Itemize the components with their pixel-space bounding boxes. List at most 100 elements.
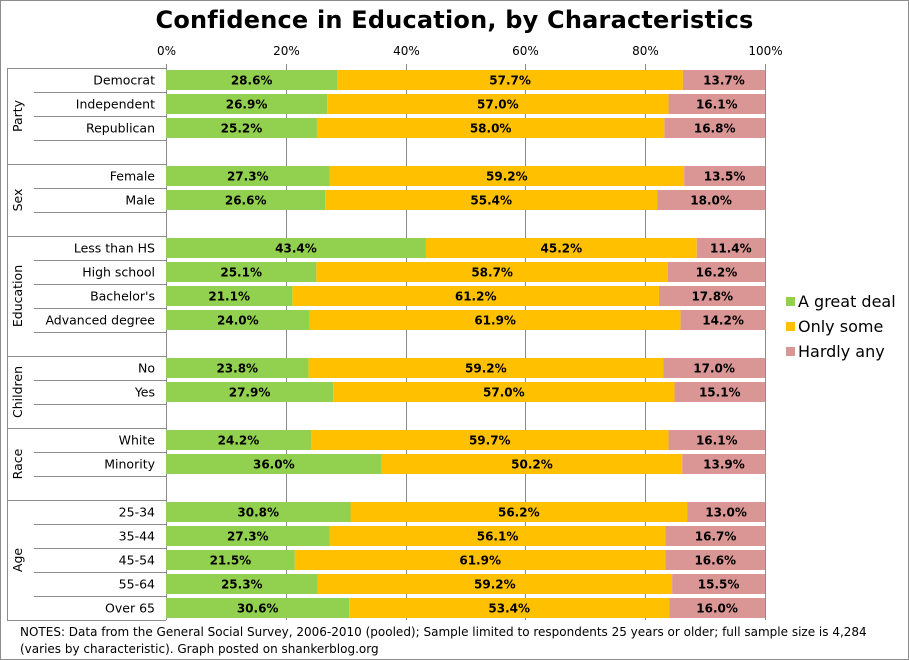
group-label: Party bbox=[10, 99, 25, 132]
data-label: 59.2% bbox=[486, 170, 528, 184]
data-label: 61.2% bbox=[455, 290, 497, 304]
bar-segment-only-some bbox=[308, 358, 664, 378]
group-label: Sex bbox=[10, 189, 25, 212]
x-tick-label: 80% bbox=[632, 44, 659, 58]
data-label: 55.4% bbox=[470, 194, 512, 208]
data-label: 25.1% bbox=[220, 266, 262, 280]
bar-segment-a-great-deal bbox=[166, 454, 382, 474]
bar-segment-only-some bbox=[292, 286, 659, 306]
x-axis: 0% 20% 40% 60% 80% 100% bbox=[7, 44, 783, 620]
bar-segment-only-some bbox=[310, 430, 669, 450]
bar-segment-a-great-deal bbox=[166, 502, 351, 522]
data-label: 15.5% bbox=[698, 578, 740, 592]
data-label: 26.9% bbox=[226, 98, 268, 112]
group-label: Children bbox=[10, 366, 25, 418]
data-label: 25.3% bbox=[221, 578, 263, 592]
bar-segment-a-great-deal bbox=[166, 286, 293, 306]
data-label: 36.0% bbox=[253, 458, 295, 472]
row-label: Republican bbox=[86, 121, 155, 136]
bar-segment-hardly-any bbox=[664, 118, 765, 138]
data-label: 59.2% bbox=[474, 578, 516, 592]
data-label: 21.1% bbox=[208, 290, 250, 304]
data-label: 24.0% bbox=[217, 314, 259, 328]
data-label: 27.3% bbox=[227, 170, 269, 184]
row-label: Less than HS bbox=[74, 241, 155, 256]
data-label: 30.6% bbox=[237, 602, 279, 616]
data-label: 58.0% bbox=[470, 122, 512, 136]
row-label: Male bbox=[125, 193, 155, 208]
bar-segment-hardly-any bbox=[667, 262, 765, 282]
row-label: Over 65 bbox=[105, 601, 155, 616]
row-label: Advanced degree bbox=[45, 313, 155, 328]
bar-segment-only-some bbox=[337, 70, 683, 90]
data-label: 17.8% bbox=[691, 290, 733, 304]
data-label: 25.2% bbox=[221, 122, 263, 136]
bar-segment-hardly-any bbox=[665, 526, 766, 546]
row-label: No bbox=[138, 361, 155, 376]
bar-segment-hardly-any bbox=[682, 70, 765, 90]
row-label: 25-34 bbox=[119, 505, 155, 520]
data-label: 16.1% bbox=[696, 98, 738, 112]
group-label: Age bbox=[10, 548, 25, 572]
chart-title: Confidence in Education, by Characterist… bbox=[155, 6, 754, 34]
data-label: 61.9% bbox=[459, 554, 501, 568]
data-label: 57.0% bbox=[483, 386, 525, 400]
bar-segment-hardly-any bbox=[658, 286, 766, 306]
data-label: 16.1% bbox=[696, 434, 738, 448]
bar-segment-a-great-deal bbox=[166, 382, 334, 402]
bar-segment-only-some bbox=[425, 238, 697, 258]
row-label: Bachelor's bbox=[90, 289, 155, 304]
bar-segment-a-great-deal bbox=[166, 70, 338, 90]
data-label: 18.0% bbox=[690, 194, 732, 208]
row-label: Independent bbox=[76, 97, 155, 112]
x-tick-label: 40% bbox=[393, 44, 420, 58]
data-label: 13.0% bbox=[705, 506, 747, 520]
bar-segment-hardly-any bbox=[672, 574, 765, 594]
bar-segment-a-great-deal bbox=[166, 358, 309, 378]
data-label: 57.7% bbox=[489, 74, 531, 88]
bar-segment-only-some bbox=[333, 382, 675, 402]
bar-segment-only-some bbox=[317, 574, 673, 594]
bar-segment-a-great-deal bbox=[166, 526, 330, 546]
row-label: High school bbox=[82, 265, 155, 280]
bar-segment-a-great-deal bbox=[166, 190, 326, 210]
bar-segment-only-some bbox=[350, 502, 688, 522]
bar-segment-only-some bbox=[349, 598, 670, 618]
group-label: Race bbox=[10, 448, 25, 479]
group-label: Education bbox=[10, 265, 25, 327]
row-label: Democrat bbox=[93, 73, 155, 88]
data-label: 16.7% bbox=[695, 530, 737, 544]
row-label: 45-54 bbox=[119, 553, 155, 568]
data-label: 13.9% bbox=[703, 458, 745, 472]
data-label: 26.6% bbox=[225, 194, 267, 208]
bar-segment-hardly-any bbox=[669, 598, 765, 618]
data-label: 59.7% bbox=[469, 434, 511, 448]
bar-segment-a-great-deal bbox=[166, 166, 330, 186]
bar-segment-hardly-any bbox=[668, 430, 765, 450]
bar-segment-hardly-any bbox=[696, 238, 765, 258]
data-label: 45.2% bbox=[541, 242, 583, 256]
x-tick-label: 60% bbox=[512, 44, 539, 58]
data-label: 43.4% bbox=[275, 242, 317, 256]
bar-segment-only-some bbox=[316, 262, 668, 282]
data-label: 24.2% bbox=[218, 434, 260, 448]
data-label: 57.0% bbox=[477, 98, 519, 112]
bar-segment-only-some bbox=[381, 454, 683, 474]
bar-segment-hardly-any bbox=[663, 358, 765, 378]
row-label: White bbox=[119, 433, 156, 448]
data-label: 14.2% bbox=[702, 314, 744, 328]
data-label: 27.9% bbox=[229, 386, 271, 400]
bar-segment-hardly-any bbox=[687, 502, 765, 522]
bar-segment-only-some bbox=[325, 190, 658, 210]
data-label: 16.2% bbox=[696, 266, 738, 280]
chart-notes: NOTES: Data from the General Social Surv… bbox=[20, 625, 867, 656]
bar-segment-a-great-deal bbox=[166, 598, 350, 618]
bar-segment-only-some bbox=[329, 166, 685, 186]
bar-segment-hardly-any bbox=[674, 382, 765, 402]
data-label: 27.3% bbox=[227, 530, 269, 544]
x-tick-label: 0% bbox=[157, 44, 176, 58]
bar-segment-hardly-any bbox=[665, 550, 765, 570]
bar-segment-only-some bbox=[329, 526, 666, 546]
data-label: 16.0% bbox=[696, 602, 738, 616]
data-label: 30.8% bbox=[237, 506, 279, 520]
